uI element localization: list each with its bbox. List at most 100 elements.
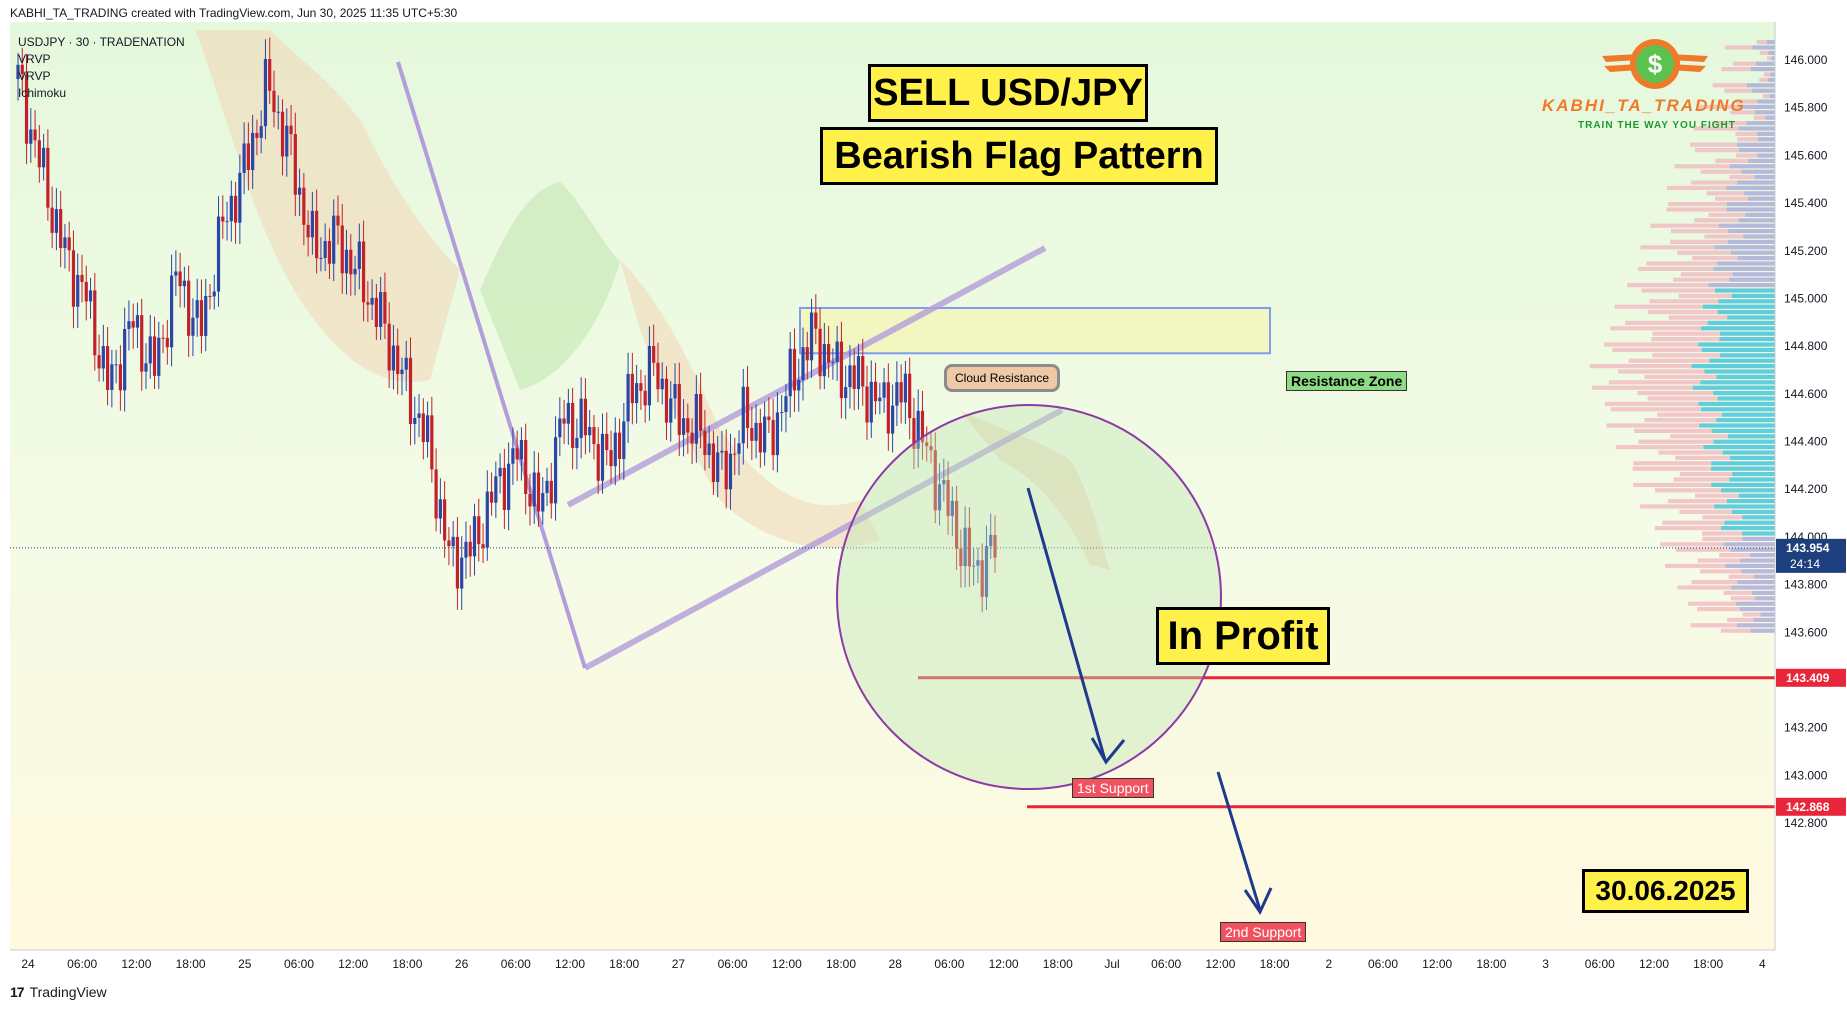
- candle-body[interactable]: [41, 147, 46, 168]
- candle-body[interactable]: [635, 383, 639, 404]
- candle-body[interactable]: [660, 378, 664, 390]
- candle-body[interactable]: [123, 328, 127, 391]
- candle-body[interactable]: [323, 241, 327, 258]
- candle-body[interactable]: [784, 396, 788, 413]
- candle-body[interactable]: [494, 476, 498, 503]
- candle-body[interactable]: [242, 143, 246, 173]
- candle-body[interactable]: [865, 386, 869, 423]
- candle-body[interactable]: [16, 64, 20, 80]
- candle-body[interactable]: [118, 364, 122, 391]
- candle-body[interactable]: [80, 274, 84, 282]
- candle-body[interactable]: [165, 337, 169, 348]
- candle-body[interactable]: [839, 341, 844, 399]
- candle-body[interactable]: [673, 383, 677, 399]
- down-arrow-1[interactable]: [1026, 487, 1107, 761]
- candle-body[interactable]: [856, 356, 861, 389]
- candle-body[interactable]: [29, 129, 33, 144]
- candle-body[interactable]: [937, 484, 942, 511]
- candle-body[interactable]: [379, 291, 383, 327]
- candle-body[interactable]: [332, 215, 336, 264]
- candle-body[interactable]: [319, 257, 323, 259]
- candle-body[interactable]: [131, 321, 135, 328]
- candle-body[interactable]: [404, 357, 408, 370]
- candle-body[interactable]: [895, 382, 899, 406]
- candle-body[interactable]: [37, 140, 41, 168]
- candle-body[interactable]: [647, 345, 652, 406]
- candle-body[interactable]: [801, 347, 805, 381]
- candle-body[interactable]: [775, 412, 780, 456]
- candle-body[interactable]: [792, 348, 797, 391]
- candle-body[interactable]: [933, 450, 937, 511]
- candle-body[interactable]: [571, 402, 575, 448]
- candle-body[interactable]: [310, 210, 314, 238]
- candle-body[interactable]: [302, 187, 306, 225]
- candle-body[interactable]: [238, 172, 242, 223]
- candle-body[interactable]: [370, 297, 374, 305]
- candle-body[interactable]: [481, 544, 485, 548]
- candle-body[interactable]: [600, 433, 605, 481]
- candle-body[interactable]: [771, 420, 775, 456]
- candle-body[interactable]: [643, 390, 647, 406]
- candle-body[interactable]: [835, 341, 839, 362]
- legend-indicator-vrvp-1[interactable]: VRVP: [18, 52, 51, 66]
- candle-body[interactable]: [882, 382, 886, 398]
- price-axis[interactable]: [1775, 22, 1847, 950]
- legend-indicator-vrvp-2[interactable]: VRVP: [18, 69, 51, 83]
- candle-body[interactable]: [989, 534, 993, 547]
- candle-body[interactable]: [88, 290, 93, 302]
- candle-body[interactable]: [110, 364, 114, 390]
- candle-body[interactable]: [694, 393, 698, 444]
- candle-body[interactable]: [588, 427, 592, 436]
- candle-body[interactable]: [558, 418, 562, 438]
- candle-body[interactable]: [861, 356, 865, 387]
- candle-body[interactable]: [349, 249, 353, 275]
- candle-body[interactable]: [750, 428, 754, 441]
- candle-body[interactable]: [127, 321, 131, 329]
- candle-body[interactable]: [20, 64, 24, 75]
- candle-body[interactable]: [306, 224, 310, 238]
- candle-body[interactable]: [212, 291, 216, 297]
- candle-body[interactable]: [67, 237, 71, 251]
- candle-body[interactable]: [652, 345, 656, 363]
- candle-body[interactable]: [805, 347, 809, 361]
- candle-body[interactable]: [955, 500, 959, 549]
- candle-body[interactable]: [221, 216, 225, 222]
- candle-body[interactable]: [972, 565, 976, 567]
- candle-body[interactable]: [46, 147, 50, 208]
- candle-body[interactable]: [327, 241, 332, 264]
- candle-body[interactable]: [869, 381, 873, 423]
- candle-body[interactable]: [536, 472, 541, 512]
- candle-body[interactable]: [592, 427, 596, 445]
- candle-body[interactable]: [366, 302, 370, 305]
- candle-body[interactable]: [763, 416, 767, 453]
- candle-body[interactable]: [831, 361, 835, 363]
- candle-body[interactable]: [383, 291, 387, 324]
- candle-body[interactable]: [626, 373, 630, 422]
- candle-body[interactable]: [400, 369, 404, 375]
- candle-body[interactable]: [942, 479, 946, 485]
- candle-body[interactable]: [76, 274, 80, 307]
- candle-body[interactable]: [690, 432, 694, 444]
- candle-body[interactable]: [579, 398, 583, 438]
- candle-body[interactable]: [741, 386, 745, 444]
- candle-body[interactable]: [703, 430, 707, 456]
- candle-body[interactable]: [169, 275, 174, 348]
- candle-body[interactable]: [622, 421, 626, 459]
- candle-body[interactable]: [908, 373, 912, 419]
- candle-body[interactable]: [54, 209, 58, 233]
- legend-symbol[interactable]: USDJPY · 30 · TRADENATION: [18, 35, 185, 49]
- candle-body[interactable]: [344, 249, 349, 274]
- candle-body[interactable]: [711, 443, 716, 483]
- candle-body[interactable]: [733, 453, 737, 455]
- time-axis[interactable]: [10, 950, 1775, 976]
- candle-body[interactable]: [135, 315, 140, 328]
- candle-body[interactable]: [63, 237, 67, 249]
- candle-body[interactable]: [532, 472, 536, 507]
- candle-body[interactable]: [216, 216, 221, 292]
- candle-body[interactable]: [50, 207, 54, 233]
- candle-body[interactable]: [873, 381, 878, 402]
- candle-body[interactable]: [844, 387, 848, 399]
- candle-body[interactable]: [417, 413, 421, 418]
- candle-body[interactable]: [745, 386, 750, 429]
- candle-body[interactable]: [208, 295, 212, 297]
